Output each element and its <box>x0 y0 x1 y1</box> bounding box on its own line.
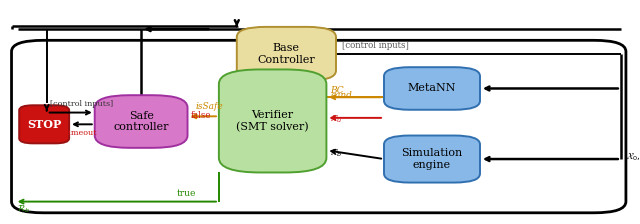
Text: false: false <box>191 111 211 120</box>
Text: timeout: timeout <box>66 129 98 137</box>
FancyBboxPatch shape <box>384 67 480 110</box>
Text: MetaNN: MetaNN <box>408 84 456 93</box>
FancyBboxPatch shape <box>12 40 626 213</box>
FancyBboxPatch shape <box>95 95 188 148</box>
Text: [control inputs]: [control inputs] <box>50 100 113 108</box>
Text: Verifier
(SMT solver): Verifier (SMT solver) <box>236 110 309 132</box>
FancyBboxPatch shape <box>237 27 336 81</box>
Text: isSafe: isSafe <box>196 102 223 111</box>
Text: $\mathcal{X}_0,$: $\mathcal{X}_0,$ <box>626 151 640 163</box>
FancyBboxPatch shape <box>384 136 480 183</box>
Text: Base
Controller: Base Controller <box>257 43 316 65</box>
Text: $\mathcal{R}_b$: $\mathcal{R}_b$ <box>17 203 30 215</box>
Text: STOP: STOP <box>27 119 61 130</box>
FancyBboxPatch shape <box>19 105 69 143</box>
Text: $\mathcal{X}_b$: $\mathcal{X}_b$ <box>330 146 342 159</box>
Text: [control inputs]: [control inputs] <box>342 41 409 50</box>
Text: true: true <box>177 189 196 198</box>
Text: Safe
controller: Safe controller <box>113 111 169 132</box>
FancyBboxPatch shape <box>219 69 326 172</box>
Text: $\mathcal{X}_u$: $\mathcal{X}_u$ <box>330 113 342 125</box>
Text: Simulation
engine: Simulation engine <box>401 148 463 170</box>
Text: cand.: cand. <box>330 91 355 100</box>
Text: BC: BC <box>330 86 344 95</box>
